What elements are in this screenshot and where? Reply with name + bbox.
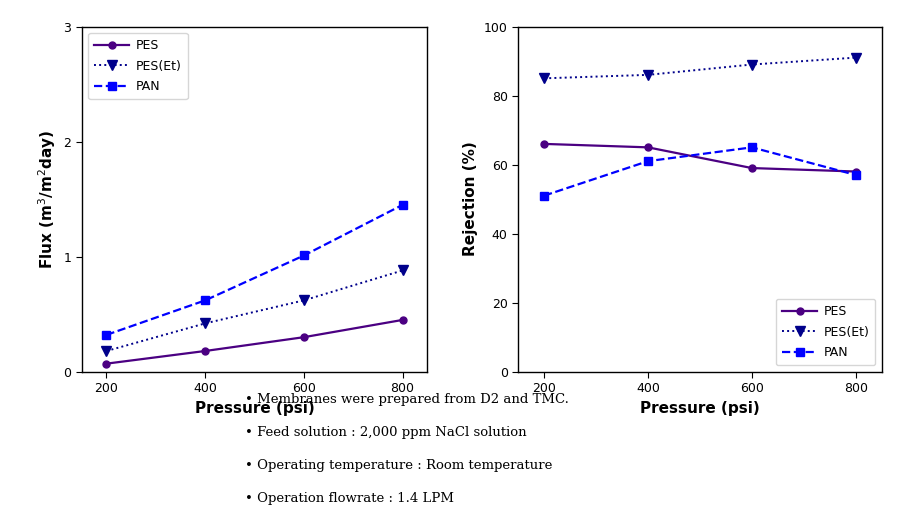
Line: PES: PES [541, 140, 859, 175]
PAN [539, 193, 550, 199]
PES(Et) [298, 297, 309, 304]
PES [101, 361, 112, 367]
PES [850, 168, 861, 175]
PAN [643, 158, 654, 165]
Y-axis label: Flux (m$^3$/m$^2$day): Flux (m$^3$/m$^2$day) [36, 130, 58, 269]
PES(Et) [643, 72, 654, 78]
PES(Et) [397, 267, 408, 273]
X-axis label: Pressure (psi): Pressure (psi) [195, 401, 315, 416]
Y-axis label: Rejection (%): Rejection (%) [464, 142, 478, 256]
PES [746, 165, 757, 172]
Line: PES(Et): PES(Et) [539, 53, 861, 83]
Line: PES: PES [103, 316, 406, 367]
Line: PAN: PAN [540, 143, 860, 200]
Line: PES(Et): PES(Et) [102, 266, 407, 356]
Line: PAN: PAN [103, 201, 406, 339]
PAN [397, 202, 408, 208]
X-axis label: Pressure (psi): Pressure (psi) [640, 401, 760, 416]
PAN [101, 332, 112, 338]
PAN [746, 144, 757, 151]
PES(Et) [746, 62, 757, 68]
Text: • Operating temperature : Room temperature: • Operating temperature : Room temperatu… [245, 459, 553, 472]
PES [200, 348, 211, 354]
PES(Et) [539, 75, 550, 81]
PES [643, 144, 654, 151]
Legend: PES, PES(Et), PAN: PES, PES(Et), PAN [776, 299, 875, 365]
PES [397, 316, 408, 323]
Text: • Membranes were prepared from D2 and TMC.: • Membranes were prepared from D2 and TM… [245, 393, 569, 406]
PAN [850, 172, 861, 178]
PAN [298, 252, 309, 259]
PES(Et) [101, 348, 112, 354]
Legend: PES, PES(Et), PAN: PES, PES(Et), PAN [88, 33, 187, 99]
Text: • Feed solution : 2,000 ppm NaCl solution: • Feed solution : 2,000 ppm NaCl solutio… [245, 426, 527, 439]
PAN [200, 297, 211, 304]
PES [298, 334, 309, 340]
PES(Et) [200, 320, 211, 327]
PES [539, 141, 550, 147]
PES(Et) [850, 55, 861, 61]
Text: • Operation flowrate : 1.4 LPM: • Operation flowrate : 1.4 LPM [245, 492, 454, 504]
